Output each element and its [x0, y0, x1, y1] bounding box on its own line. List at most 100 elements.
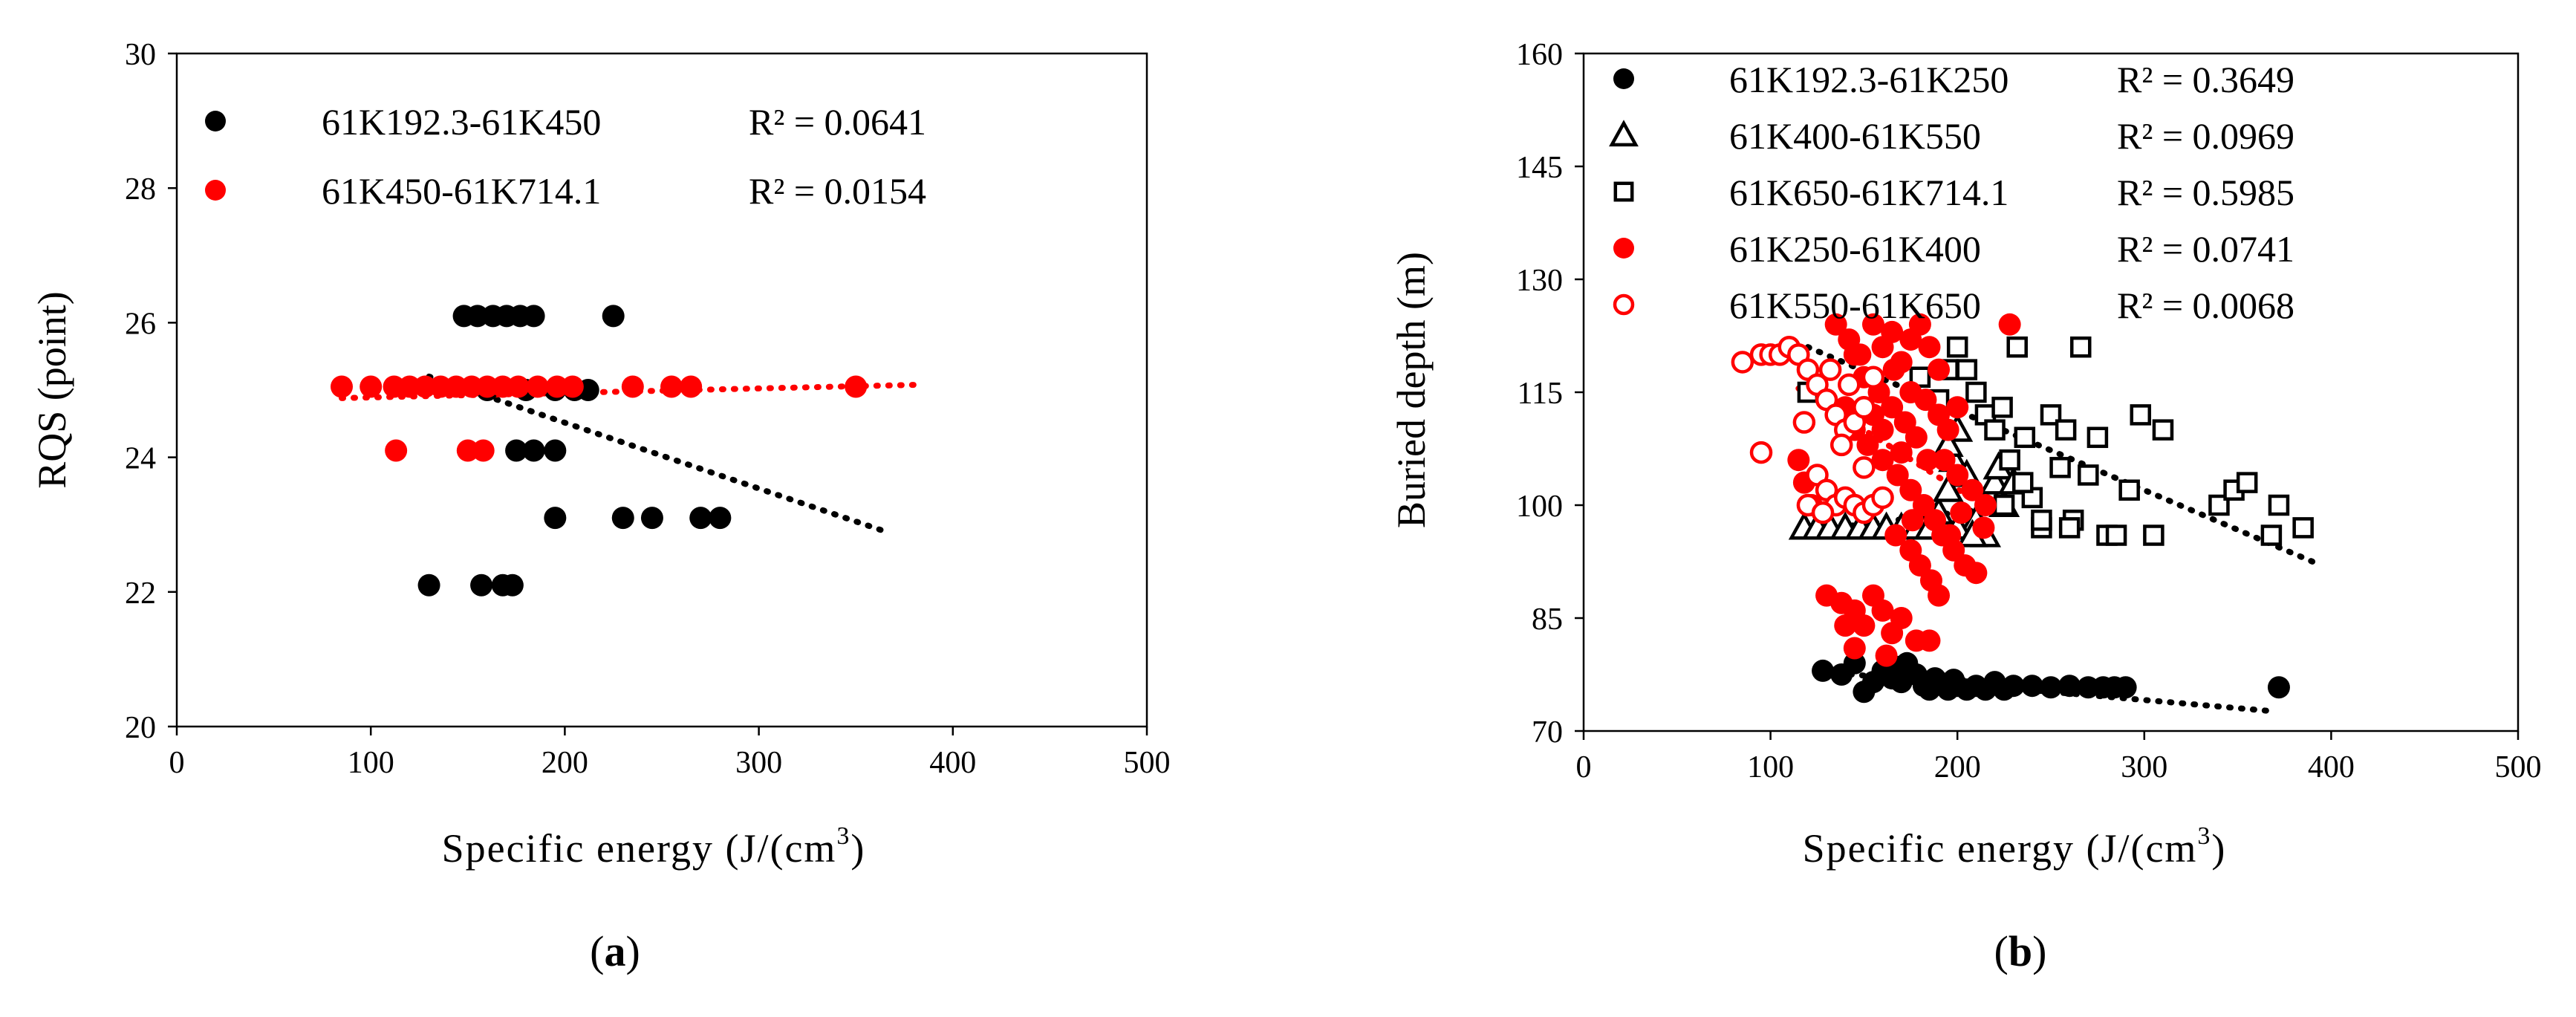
data-point [2292, 517, 2314, 539]
data-point [1838, 373, 1861, 397]
data-point [1875, 644, 1898, 667]
y-tick-label: 85 [1532, 602, 1563, 637]
y-tick-label: 30 [125, 38, 156, 72]
data-point [1871, 599, 1894, 622]
data-point [621, 375, 644, 398]
data-point [522, 305, 545, 328]
legend-r2-value: R² = 0.0154 [749, 170, 926, 212]
data-point [2049, 457, 2071, 478]
data-point [1843, 343, 1866, 366]
data-point [1901, 509, 1924, 532]
data-point [709, 507, 732, 530]
legend-label: 61K250-61K400 [1729, 228, 1981, 270]
data-point [561, 375, 584, 398]
data-point [1834, 614, 1857, 637]
data-point [1965, 381, 1987, 403]
data-point [1991, 397, 2013, 418]
legend-label: 61K450-61K714.1 [322, 170, 601, 212]
data-point [1905, 426, 1928, 449]
data-point [2114, 676, 2137, 699]
data-point [1811, 501, 1835, 524]
legend-label: 61K550-61K650 [1729, 285, 1981, 326]
data-point [1972, 516, 1995, 539]
data-point [1899, 478, 1922, 501]
data-point [1908, 313, 1931, 336]
data-point [507, 375, 530, 398]
legend-marker [1613, 238, 1634, 259]
data-point [385, 439, 408, 462]
chart-panel-a: 0 100 200 300 400 500 20 22 24 26 28 30 61K192.3-61K… [30, 38, 1171, 975]
data-point [1918, 336, 1941, 359]
series-61K550-61K650 [1731, 335, 1894, 524]
data-point [1861, 365, 1885, 389]
y-axis-title: Buried depth (m) [1389, 252, 1434, 528]
data-point [1950, 501, 1973, 524]
data-point [2031, 510, 2052, 531]
x-axis-title: Specific energy (J/(cm3) [442, 822, 866, 871]
legend-label: 61K192.3-61K450 [322, 101, 601, 143]
data-point [1731, 351, 1754, 374]
series-61K192.3-61K250 [1812, 652, 2290, 704]
data-point [1890, 607, 1913, 629]
data-point [2152, 419, 2174, 441]
data-point [1918, 629, 1941, 652]
legend-r2-value: R² = 0.5985 [2117, 172, 2294, 213]
trend-line [1804, 344, 2316, 565]
legend-marker [1613, 181, 1634, 202]
data-point [1998, 313, 2021, 336]
y-tick-label: 28 [125, 172, 156, 207]
data-point [1890, 441, 1913, 464]
data-point [429, 375, 452, 398]
data-point [1909, 366, 1931, 388]
data-point [1928, 358, 1951, 381]
data-point [461, 375, 484, 398]
y-tick-label: 130 [1516, 264, 1563, 298]
data-point [1932, 473, 1964, 502]
x-tick-label: 400 [2308, 750, 2355, 784]
plot-area-frame [175, 52, 1148, 728]
data-point [544, 507, 567, 530]
data-point [501, 574, 524, 597]
x-tick-label: 500 [1124, 746, 1171, 780]
y-tick-label: 26 [125, 307, 156, 341]
data-point [2078, 464, 2099, 486]
legend-r2-value: R² = 0.0068 [2117, 285, 2294, 326]
data-point [1824, 313, 1847, 336]
x-tick-label: 300 [2121, 750, 2167, 784]
data-point [1884, 524, 1907, 547]
data-point [1843, 637, 1866, 660]
legend-marker [1613, 68, 1634, 89]
data-point [1853, 614, 1876, 637]
data-point [1916, 449, 1939, 472]
data-point [2012, 472, 2034, 493]
data-point [1946, 396, 1969, 419]
data-point [660, 375, 683, 398]
data-point [2130, 404, 2152, 426]
data-point [475, 375, 498, 398]
x-tick-label: 500 [2495, 750, 2542, 784]
legend-label: 61K650-61K714.1 [1729, 172, 2009, 213]
data-point [1939, 524, 1962, 547]
data-point [1881, 396, 1904, 419]
data-point [2020, 675, 2043, 698]
data-point [1928, 584, 1951, 607]
x-tick-label: 300 [735, 746, 782, 780]
data-point [640, 507, 663, 530]
x-tick-label: 200 [1934, 750, 1981, 784]
data-point [1861, 313, 1884, 336]
chart-panel-b: 0 100 200 300 400 500 70 85 100 115 130 145 160 61K19… [1389, 38, 2542, 975]
x-tick-label: 0 [169, 746, 185, 780]
legend-r2-value: R² = 0.0969 [2117, 115, 2294, 157]
data-point [1787, 449, 1810, 472]
legend-marker [1613, 293, 1635, 316]
data-point [689, 507, 712, 530]
data-point [2070, 336, 2092, 358]
panel-caption: (b) [1994, 927, 2047, 975]
data-point [505, 439, 528, 462]
data-point [1881, 320, 1904, 343]
data-point [602, 305, 625, 328]
data-point [1914, 389, 1937, 412]
data-point [2014, 426, 2036, 449]
data-point [845, 375, 868, 398]
